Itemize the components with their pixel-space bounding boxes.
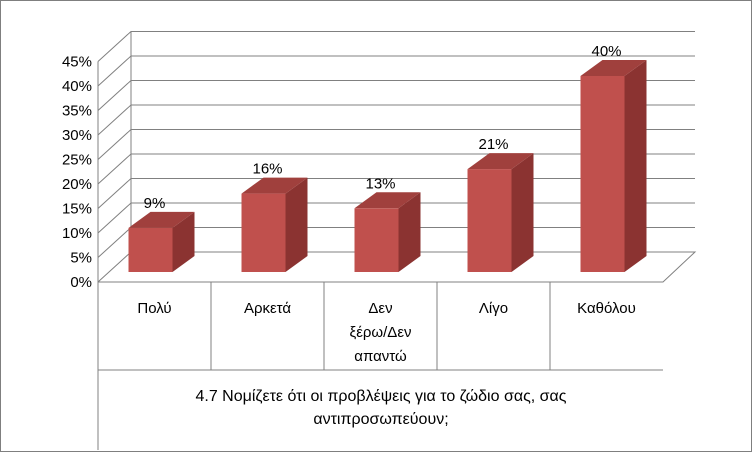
category-label: απαντώ: [354, 348, 407, 365]
y-tick-label: 10%: [62, 225, 92, 242]
category-label: Λίγο: [479, 300, 508, 317]
gridline: [97, 129, 695, 160]
bar: [467, 169, 512, 272]
bar-top: [128, 211, 195, 228]
bar-top: [241, 177, 308, 194]
bar-top: [354, 192, 421, 209]
y-tick-label: 45%: [62, 54, 92, 71]
bar-top: [467, 153, 534, 170]
bar-side: [285, 177, 308, 272]
bar-side: [172, 211, 195, 272]
category-label: Δεν: [368, 300, 392, 317]
y-tick-label: 0%: [70, 274, 92, 291]
data-label: 40%: [591, 43, 621, 60]
data-label: 16%: [252, 161, 282, 178]
bar: [128, 227, 173, 272]
category-label: Αρκετά: [244, 300, 291, 317]
y-tick-label: 25%: [62, 152, 92, 169]
gridline: [97, 55, 695, 87]
bar-side: [511, 153, 534, 272]
y-tick-label: 5%: [70, 250, 92, 267]
x-axis-title: 4.7 Νομίζετε ότι οι προβλέψεις για το ζώ…: [195, 388, 566, 405]
category-label: Καθόλου: [577, 300, 636, 317]
gridline: [97, 104, 695, 136]
category-label: Πολύ: [137, 300, 171, 317]
y-tick-label: 15%: [62, 201, 92, 218]
data-label: 9%: [144, 195, 166, 212]
y-tick-label: 30%: [62, 127, 92, 144]
x-axis-title: αντιπροσωπεύουν;: [313, 411, 448, 428]
gridline: [97, 31, 695, 62]
y-tick-label: 35%: [62, 103, 92, 120]
back-wall-edge: [97, 31, 132, 283]
gridline: [97, 80, 695, 111]
y-tick-label: 20%: [62, 176, 92, 193]
category-label: ξέρω/Δεν: [349, 324, 411, 341]
bar: [354, 208, 399, 272]
bar-top: [580, 60, 647, 76]
data-label: 21%: [478, 136, 508, 153]
bar: [241, 193, 286, 272]
bar-side: [624, 60, 647, 272]
y-tick-label: 40%: [62, 78, 92, 95]
bar: [580, 76, 625, 272]
data-label: 13%: [365, 175, 395, 192]
bar-side: [398, 192, 421, 272]
